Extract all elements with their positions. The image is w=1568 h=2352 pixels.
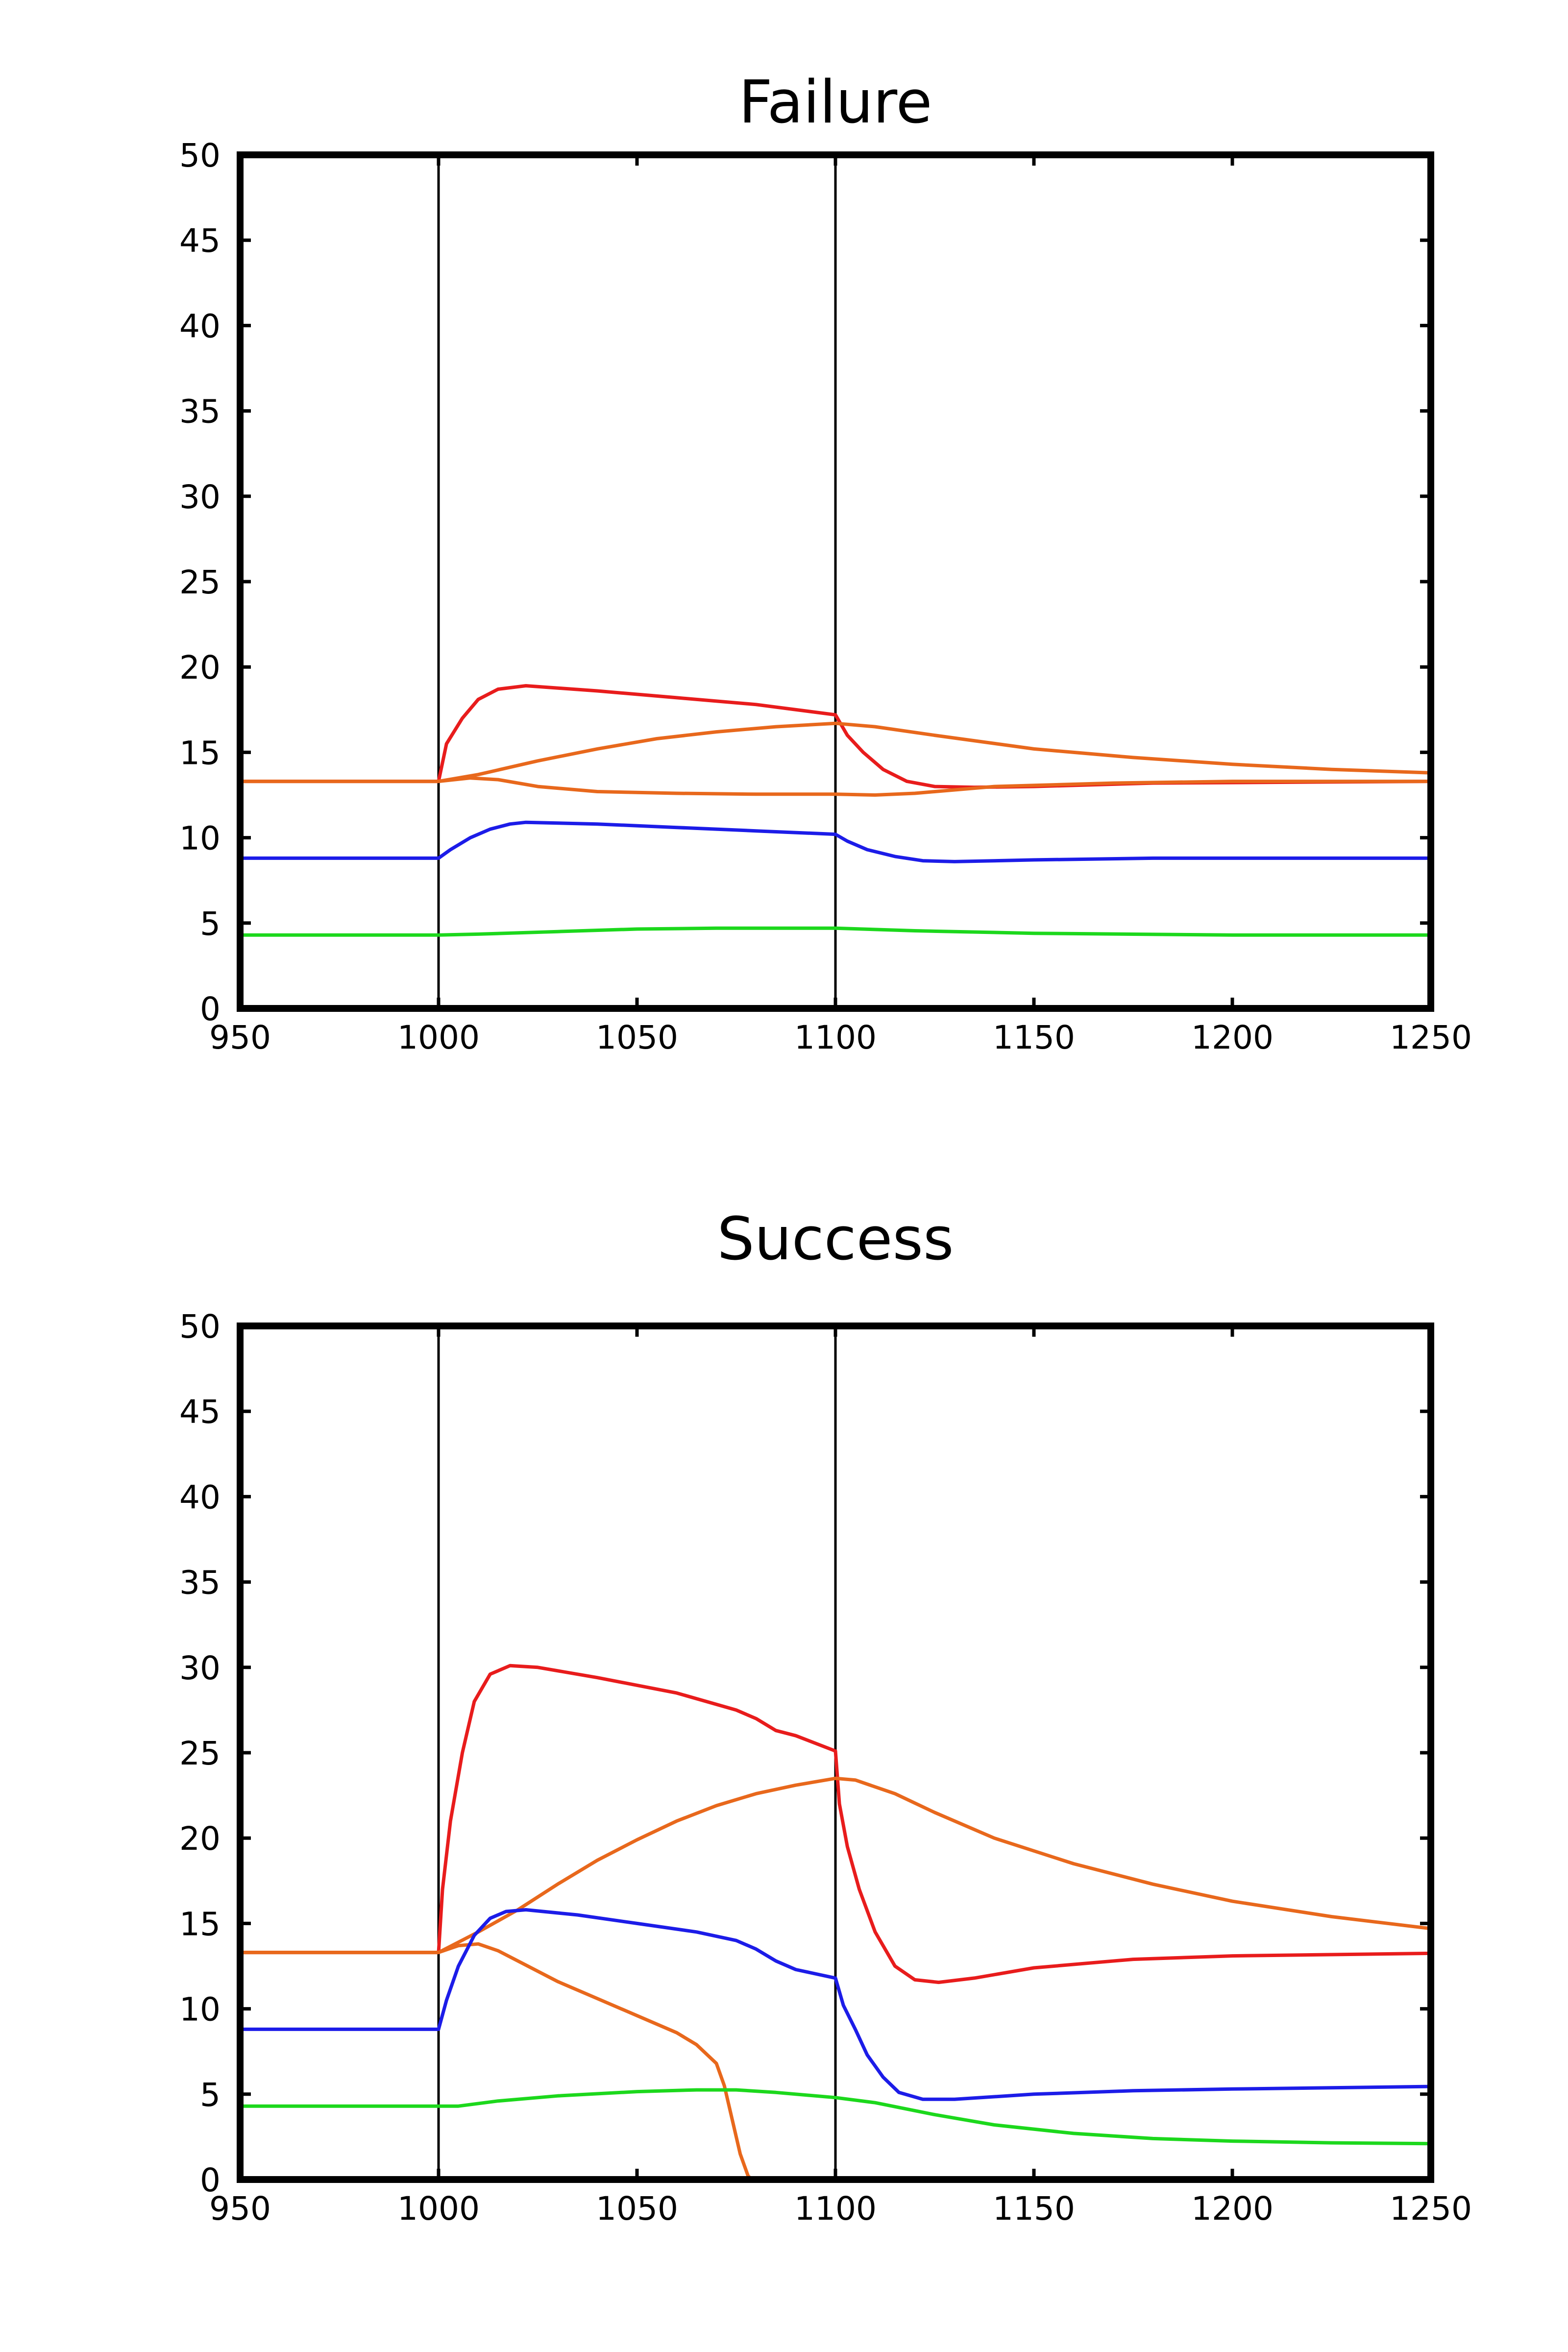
x-tick-label: 1100 — [794, 2190, 877, 2228]
y-tick-label: 20 — [179, 1820, 220, 1858]
chart-success: Success 950 1000 1050 1100 1150 1200 1250 0 5 10 1… — [179, 1205, 1472, 2228]
y-tick-label: 25 — [179, 1735, 220, 1772]
y-tick-label: 35 — [179, 1564, 220, 1602]
series-line-4 — [240, 820, 1431, 863]
y-tick-label: 25 — [179, 564, 220, 601]
x-tick-label: 1250 — [1390, 2190, 1472, 2228]
series-line-2 — [240, 721, 1431, 784]
y-tick-label: 35 — [179, 393, 220, 431]
y-tick-label: 50 — [179, 137, 220, 174]
y-tick-label: 15 — [179, 734, 220, 772]
series-line-5 — [240, 2088, 1431, 2146]
x-tick-label: 1200 — [1191, 2190, 1274, 2228]
y-tick-label: 20 — [179, 649, 220, 686]
y-tick-label: 10 — [179, 1991, 220, 2029]
chart-failure: Failure 950 1000 1050 1100 1150 1200 1250 0 5 10 1… — [179, 69, 1472, 1056]
y-tick-label: 0 — [200, 2161, 220, 2199]
y-tick-label: 45 — [179, 1393, 220, 1431]
x-tick-label: 1150 — [993, 2190, 1075, 2228]
x-tick-label: 1250 — [1390, 1019, 1472, 1056]
x-tick-label: 950 — [209, 1019, 271, 1056]
y-tick-label: 5 — [200, 905, 220, 943]
series-line-2 — [240, 1776, 1431, 1955]
x-tick-label: 1050 — [596, 1019, 678, 1056]
series-line-5 — [240, 926, 1431, 937]
x-tick-label: 1150 — [993, 1019, 1075, 1056]
x-tick-label: 950 — [209, 2190, 271, 2228]
y-tick-label: 0 — [200, 990, 220, 1028]
y-tick-label: 50 — [179, 1308, 220, 1346]
series-line-4 — [240, 1908, 1431, 2101]
series-line-1 — [240, 1664, 1431, 1984]
y-tick-label: 30 — [179, 478, 220, 516]
chart-title: Failure — [739, 69, 932, 137]
x-tick-label: 1000 — [397, 1019, 480, 1056]
x-tick-label: 1050 — [596, 2190, 678, 2228]
x-tick-label: 1000 — [397, 2190, 480, 2228]
y-tick-label: 10 — [179, 820, 220, 858]
x-tick-label: 1200 — [1191, 1019, 1274, 1056]
y-tick-label: 15 — [179, 1905, 220, 1943]
series-line-3 — [240, 776, 1431, 797]
chart-title: Success — [717, 1205, 954, 1274]
y-tick-label: 30 — [179, 1649, 220, 1687]
x-tick-label: 1100 — [794, 1019, 877, 1056]
series-line-3 — [240, 1942, 754, 2180]
y-tick-label: 40 — [179, 307, 220, 345]
y-tick-label: 40 — [179, 1478, 220, 1516]
y-tick-label: 45 — [179, 222, 220, 260]
y-tick-label: 5 — [200, 2076, 220, 2114]
